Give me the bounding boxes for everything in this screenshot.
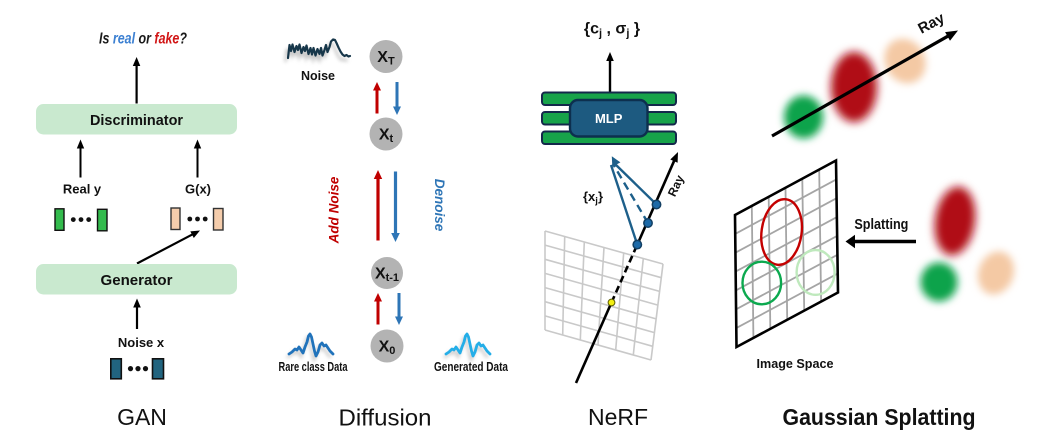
svg-text:Image Space: Image Space: [757, 356, 834, 371]
svg-text:Rare class Data: Rare class Data: [279, 360, 349, 374]
svg-text:{cj , σj }: {cj , σj }: [584, 21, 640, 40]
svg-text:Noise: Noise: [301, 69, 335, 83]
svg-text:Generated Data: Generated Data: [434, 360, 509, 374]
svg-text:Real y: Real y: [63, 182, 102, 197]
svg-text:Noise x: Noise x: [118, 335, 165, 350]
svg-text:MLP: MLP: [595, 111, 623, 126]
svg-text:Is real or fake?: Is real or fake?: [99, 31, 187, 48]
svg-text:Diffusion: Diffusion: [339, 405, 432, 431]
svg-text:Discriminator: Discriminator: [90, 112, 183, 129]
svg-text:Denoise: Denoise: [432, 179, 447, 232]
svg-text:Generator: Generator: [101, 272, 173, 289]
svg-text:NeRF: NeRF: [588, 404, 648, 430]
svg-text:Add Noise: Add Noise: [327, 176, 342, 244]
svg-text:Splatting: Splatting: [854, 216, 908, 233]
svg-text:G(x): G(x): [185, 182, 211, 197]
svg-text:Gaussian Splatting: Gaussian Splatting: [783, 404, 976, 430]
svg-text:GAN: GAN: [117, 404, 167, 430]
svg-text:{xj}: {xj}: [583, 189, 603, 207]
